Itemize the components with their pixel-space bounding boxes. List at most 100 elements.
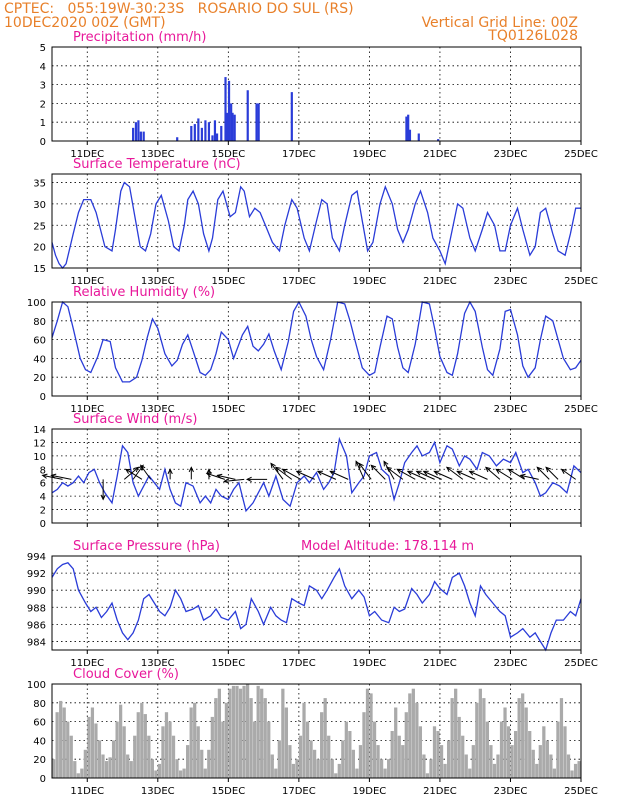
cloud-bar xyxy=(457,716,461,778)
wind-arrow xyxy=(415,470,435,480)
cloud-ytick-label: 60 xyxy=(33,718,46,729)
wind-arrow-head xyxy=(216,473,223,479)
cloud-bar xyxy=(418,726,423,778)
precip-xtick-label: 13DEC xyxy=(141,149,175,160)
cloud-bar xyxy=(492,763,497,778)
cloud-bar xyxy=(362,712,366,778)
wind-arrow-shaft xyxy=(495,468,513,480)
pressure-title: Surface Pressure (hPa) xyxy=(73,539,220,554)
humidity-title: Relative Humidity (%) xyxy=(73,285,215,300)
cloud-bar xyxy=(482,698,486,778)
pressure-xtick-label: 15DEC xyxy=(211,658,245,669)
cloud-bar xyxy=(52,759,56,778)
cloud-frame xyxy=(51,683,582,779)
wind-arrow-head xyxy=(468,470,475,476)
cloud-title: Cloud Cover (%) xyxy=(73,667,179,682)
cloud-bar xyxy=(298,735,303,778)
cloud-bar xyxy=(101,754,105,778)
cloud-bar xyxy=(372,721,377,778)
precip-bar xyxy=(211,135,214,141)
cloud-bar xyxy=(432,726,437,778)
precip-title: Precipitation (mm/h) xyxy=(73,30,206,45)
precip-bar xyxy=(224,77,227,141)
cloud-bar xyxy=(528,731,532,778)
wind-arrow xyxy=(519,473,539,480)
cloud-bar xyxy=(401,745,405,778)
pressure-subtitle: Model Altitude: 178.114 m xyxy=(301,539,474,554)
precip-bar xyxy=(142,131,145,141)
wind-arrow-head xyxy=(50,473,57,479)
wind-arrow-shaft xyxy=(407,470,427,480)
cloud-bar xyxy=(485,721,490,778)
cloud-panel: 0 20 40 60 80 100 11DEC 13DEC 15DEC 17DEC 19DEC 21D… xyxy=(27,667,598,797)
humidity-xtick-label: 17DEC xyxy=(282,404,316,415)
wind-arrow-shaft xyxy=(423,470,442,480)
wind-arrow-shaft xyxy=(397,468,416,480)
humidity-xtick-label: 15DEC xyxy=(211,404,245,415)
wind-arrow-head xyxy=(124,468,131,474)
cloud-bar xyxy=(327,735,331,778)
precip-ytick-label: 1 xyxy=(40,118,46,129)
precip-panel: 0 1 2 3 4 5 11DEC 13DEC 15DEC 17DEC 19DEC 21DEC 23DE… xyxy=(40,30,598,160)
pressure-ytick-label: 988 xyxy=(27,603,46,614)
wind-arrow-shaft xyxy=(42,474,63,480)
cloud-bar xyxy=(97,740,102,778)
cloud-bar xyxy=(538,745,542,778)
cloud-bar xyxy=(330,759,334,778)
cloud-bar xyxy=(200,749,204,778)
wind-arrow-head xyxy=(274,466,281,473)
cloud-bar xyxy=(210,716,214,778)
pressure-ytick-label: 984 xyxy=(27,637,46,648)
precip-bar xyxy=(193,124,196,141)
cloud-bar xyxy=(436,731,440,778)
precip-ytick-label: 3 xyxy=(40,81,46,92)
cloud-bar xyxy=(253,721,257,778)
wind-arrow-shaft xyxy=(386,466,404,480)
cloud-bar xyxy=(133,735,137,778)
wind-arrow xyxy=(383,460,395,480)
cloud-bar xyxy=(369,693,373,778)
wind-arrow-head xyxy=(223,478,230,484)
precip-ytick-label: 2 xyxy=(40,99,46,110)
precip-bar xyxy=(204,120,207,141)
wind-arrow-shaft xyxy=(561,468,577,480)
temperature-panel: 15 20 25 30 35 11DEC 13DEC 15DEC 17DEC 19DEC 21DEC… xyxy=(33,157,598,287)
cloud-bar xyxy=(461,735,465,778)
wind-arrow xyxy=(274,466,293,480)
precip-bar xyxy=(139,131,142,141)
wind-arrow-head xyxy=(245,476,252,482)
wind-ytick-label: 12 xyxy=(33,438,46,449)
cloud-bar xyxy=(513,731,518,778)
cloud-bar xyxy=(59,700,63,778)
cloud-bar xyxy=(535,763,539,778)
cloud-bar xyxy=(267,721,271,778)
cloud-bar xyxy=(157,763,162,778)
cloud-xtick-label: 13DEC xyxy=(141,786,175,797)
wind-arrow xyxy=(445,466,464,480)
cloud-bar xyxy=(316,759,320,778)
wind-arrow-shaft xyxy=(434,470,453,480)
precip-bar xyxy=(132,127,135,141)
cloud-bar xyxy=(175,759,179,778)
cloud-bar xyxy=(55,712,59,778)
cloud-bar xyxy=(182,768,186,778)
wind-arrow xyxy=(560,468,577,480)
temperature-ytick-label: 15 xyxy=(33,264,46,275)
precip-bar xyxy=(215,133,219,141)
cloud-bar xyxy=(379,759,384,778)
cloud-bar xyxy=(577,761,581,778)
precip-frame xyxy=(51,46,582,142)
cloud-bar xyxy=(334,773,338,778)
wind-arrow xyxy=(167,468,173,480)
cloud-bar xyxy=(274,768,278,778)
wind-arrow xyxy=(205,472,225,480)
wind-arrow xyxy=(507,468,525,480)
precip-bar xyxy=(407,114,410,141)
precip-bar xyxy=(200,127,203,141)
wind-arrow xyxy=(355,460,365,480)
wind-ytick-label: 2 xyxy=(40,506,46,517)
cloud-bar xyxy=(295,759,299,778)
temperature-ytick-label: 20 xyxy=(33,243,46,254)
cloud-bar xyxy=(242,685,246,778)
